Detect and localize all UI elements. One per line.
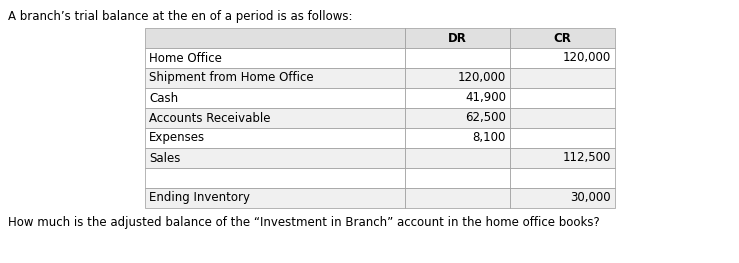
Text: 30,000: 30,000 — [571, 191, 611, 205]
Bar — [145, 28, 405, 48]
Bar — [145, 188, 405, 208]
Text: Accounts Receivable: Accounts Receivable — [149, 112, 270, 124]
Text: DR: DR — [448, 32, 467, 44]
Text: Expenses: Expenses — [149, 132, 205, 144]
Bar — [405, 28, 510, 48]
Bar — [510, 108, 615, 128]
Bar — [405, 148, 510, 168]
Text: 8,100: 8,100 — [473, 132, 506, 144]
Bar — [145, 168, 405, 188]
Text: 120,000: 120,000 — [563, 52, 611, 64]
Bar — [405, 168, 510, 188]
Bar — [510, 148, 615, 168]
Text: 62,500: 62,500 — [465, 112, 506, 124]
Bar — [405, 108, 510, 128]
Text: 120,000: 120,000 — [457, 72, 506, 84]
Text: Sales: Sales — [149, 151, 180, 164]
Text: Shipment from Home Office: Shipment from Home Office — [149, 72, 313, 84]
Bar — [145, 128, 405, 148]
Bar — [510, 188, 615, 208]
Text: Home Office: Home Office — [149, 52, 222, 64]
Bar — [405, 68, 510, 88]
Text: Cash: Cash — [149, 92, 178, 104]
Bar — [145, 68, 405, 88]
Bar — [405, 188, 510, 208]
Text: A branch’s trial balance at the en of a period is as follows:: A branch’s trial balance at the en of a … — [8, 10, 353, 23]
Text: 41,900: 41,900 — [465, 92, 506, 104]
Text: How much is the adjusted balance of the “Investment in Branch” account in the ho: How much is the adjusted balance of the … — [8, 216, 600, 229]
Bar — [405, 128, 510, 148]
Text: 112,500: 112,500 — [562, 151, 611, 164]
Bar — [145, 88, 405, 108]
Bar — [510, 168, 615, 188]
Bar — [510, 128, 615, 148]
Text: Ending Inventory: Ending Inventory — [149, 191, 250, 205]
Bar — [510, 68, 615, 88]
Bar — [405, 48, 510, 68]
Bar — [405, 88, 510, 108]
Bar — [145, 48, 405, 68]
Bar — [145, 148, 405, 168]
Bar — [510, 48, 615, 68]
Bar — [145, 108, 405, 128]
Text: CR: CR — [554, 32, 571, 44]
Bar — [510, 28, 615, 48]
Bar — [510, 88, 615, 108]
